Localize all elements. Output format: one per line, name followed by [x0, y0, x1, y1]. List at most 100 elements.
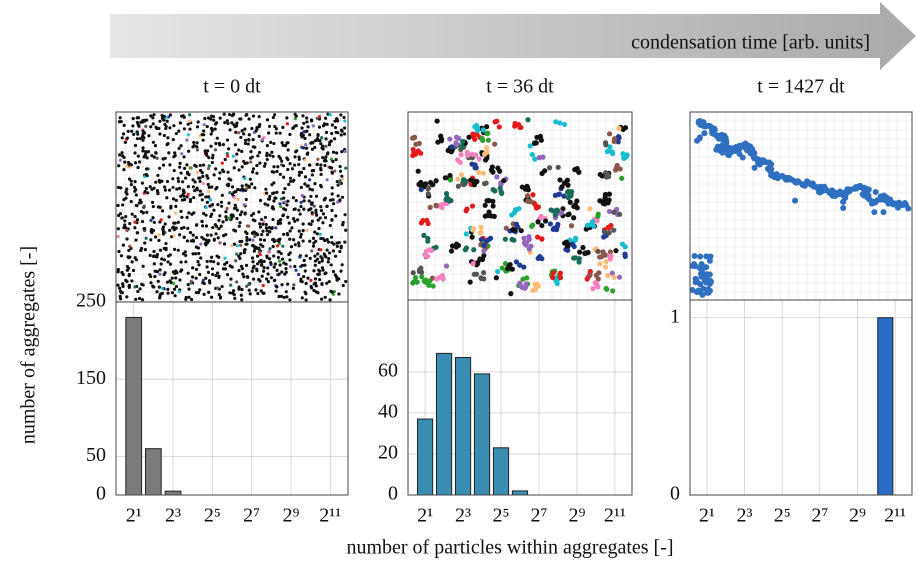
particle	[271, 238, 275, 242]
particle	[323, 163, 327, 168]
particle	[307, 222, 311, 226]
cluster	[484, 124, 490, 130]
particle	[165, 119, 169, 123]
particle	[303, 175, 308, 179]
particle	[293, 243, 297, 247]
particle	[288, 265, 293, 269]
particle	[293, 117, 297, 121]
particle	[254, 288, 258, 292]
particle	[169, 204, 173, 208]
cluster	[592, 280, 599, 286]
cluster	[595, 248, 601, 255]
particle	[265, 254, 269, 258]
particle	[331, 269, 336, 274]
particle	[240, 287, 244, 292]
particle	[319, 166, 323, 171]
cluster	[483, 145, 490, 151]
cluster	[480, 137, 486, 144]
particle	[164, 246, 168, 250]
particle	[234, 259, 238, 263]
particle	[176, 179, 181, 184]
cluster	[491, 213, 497, 219]
particle	[235, 244, 239, 248]
particle	[142, 131, 147, 135]
aggregate	[872, 189, 879, 196]
particle	[200, 198, 204, 202]
particle	[185, 215, 189, 219]
particle	[278, 202, 282, 206]
particle	[204, 276, 208, 280]
particle	[262, 135, 266, 139]
particle	[316, 291, 320, 295]
cluster	[552, 212, 558, 218]
particle	[219, 200, 224, 204]
particle	[244, 242, 248, 246]
particle	[283, 272, 287, 276]
cluster	[499, 265, 505, 271]
particle	[155, 255, 159, 259]
particle	[143, 248, 147, 252]
particle	[270, 226, 274, 230]
particle	[132, 185, 137, 189]
particle	[254, 129, 258, 133]
particle	[181, 180, 185, 184]
particle	[207, 156, 211, 160]
particle	[330, 123, 334, 127]
particle	[265, 144, 269, 148]
particle	[174, 131, 178, 136]
particle	[142, 119, 147, 123]
particle	[229, 283, 233, 287]
particle	[267, 226, 272, 230]
particle	[327, 251, 332, 255]
particle	[253, 145, 257, 149]
particle	[271, 207, 276, 211]
x-tick-label: 2⁷	[243, 505, 260, 527]
particle	[187, 295, 191, 299]
particle	[164, 126, 168, 131]
particle	[277, 294, 281, 299]
cluster	[494, 118, 500, 124]
particle	[176, 248, 180, 252]
particle	[264, 226, 268, 230]
particle	[305, 184, 309, 188]
cluster	[449, 243, 456, 249]
particle	[291, 286, 296, 290]
particle	[308, 133, 312, 137]
particle	[139, 248, 143, 253]
particle	[206, 167, 211, 171]
particle	[332, 202, 336, 206]
particle	[245, 231, 249, 236]
cluster	[525, 117, 531, 123]
cluster	[453, 241, 460, 247]
aggregate	[871, 209, 878, 216]
particle	[273, 113, 277, 117]
cluster	[560, 206, 566, 212]
cluster	[557, 274, 563, 280]
particle	[166, 254, 171, 258]
particle	[251, 138, 255, 142]
particle	[261, 222, 265, 226]
particle	[183, 176, 188, 180]
particle	[308, 187, 312, 191]
cluster	[601, 229, 607, 235]
particle	[210, 160, 214, 165]
particle	[173, 211, 178, 215]
particle	[309, 201, 314, 206]
particle	[288, 298, 292, 302]
cluster	[482, 202, 488, 208]
particle	[210, 114, 214, 118]
particle	[118, 153, 122, 157]
aggregate	[703, 253, 710, 260]
particle	[201, 138, 205, 142]
particle	[344, 166, 348, 170]
cluster	[580, 244, 586, 251]
particle	[253, 186, 257, 190]
cluster	[601, 234, 607, 240]
particle	[327, 279, 331, 284]
particle	[281, 164, 286, 168]
particle	[214, 187, 218, 191]
particle	[165, 196, 169, 200]
particle	[122, 167, 126, 172]
particle	[249, 160, 253, 164]
particle	[322, 252, 326, 256]
